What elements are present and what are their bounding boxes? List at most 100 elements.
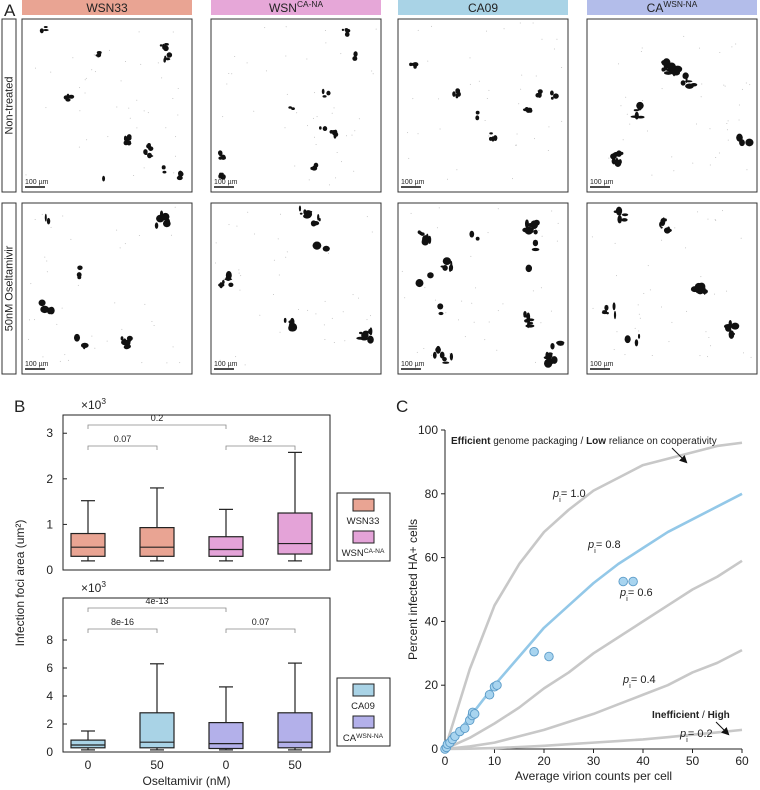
infection-focus xyxy=(531,247,540,252)
x-tick-label: 30 xyxy=(587,754,601,768)
y-axis-label: Percent infected HA+ cells xyxy=(406,519,420,660)
annotation-arrow xyxy=(671,447,688,464)
speck xyxy=(613,348,615,350)
y-tick-label: 20 xyxy=(425,678,439,692)
speck xyxy=(86,139,88,141)
legend-label: CAWSN-NA xyxy=(343,733,384,745)
speck xyxy=(591,236,593,238)
speck xyxy=(707,218,709,220)
speck xyxy=(296,112,298,114)
infection-focus xyxy=(42,305,48,312)
infection-focus xyxy=(307,210,313,213)
infection-focus xyxy=(43,29,49,32)
speck xyxy=(561,120,563,122)
speck xyxy=(136,99,138,101)
speck xyxy=(234,55,236,57)
infection-focus xyxy=(684,80,693,83)
speck xyxy=(537,90,539,92)
speck xyxy=(79,87,81,89)
infection-focus xyxy=(617,215,622,224)
speck xyxy=(41,213,43,215)
box xyxy=(277,512,313,555)
speck xyxy=(651,174,653,176)
scale-bar-label: 100 µm xyxy=(590,361,614,368)
y-tick-label: 1 xyxy=(46,517,53,531)
speck xyxy=(34,319,36,321)
speck xyxy=(28,319,30,321)
data-point xyxy=(628,576,638,587)
row-title: Non-treated xyxy=(4,76,16,134)
speck xyxy=(342,311,344,313)
speck xyxy=(738,119,740,121)
speck xyxy=(366,319,368,321)
infection-focus xyxy=(417,230,421,234)
speck xyxy=(325,42,327,44)
box xyxy=(139,527,175,557)
plot-frame xyxy=(62,414,331,571)
infection-focus xyxy=(613,210,618,213)
speck xyxy=(165,127,167,129)
speck xyxy=(340,161,342,163)
infection-focus xyxy=(528,266,532,270)
curve-label-part: i xyxy=(559,495,561,504)
infection-focus xyxy=(663,71,673,75)
speck xyxy=(620,105,622,107)
speck xyxy=(174,206,176,208)
y-tick-label: 60 xyxy=(425,551,439,565)
infection-focus xyxy=(546,357,552,362)
speck xyxy=(120,80,122,82)
infection-focus xyxy=(619,151,624,155)
speck xyxy=(91,69,93,71)
infection-focus xyxy=(557,343,564,346)
speck xyxy=(668,341,670,343)
speck xyxy=(308,179,310,181)
significance-bracket xyxy=(87,424,227,429)
infection-focus xyxy=(333,132,339,137)
speck xyxy=(354,130,356,132)
data-point xyxy=(460,723,470,734)
speck xyxy=(449,353,451,355)
curve-label-part: i xyxy=(626,594,628,603)
speck xyxy=(175,136,177,138)
speck xyxy=(726,129,728,131)
y-tick-label: 3 xyxy=(46,426,53,440)
infection-focus xyxy=(220,154,226,160)
speck xyxy=(401,270,403,272)
speck xyxy=(540,287,542,289)
speck xyxy=(445,312,447,314)
speck xyxy=(424,287,426,289)
speck xyxy=(705,331,707,333)
speck xyxy=(72,57,74,59)
speck xyxy=(434,299,436,301)
column-title: WSNCA-NA xyxy=(269,0,323,15)
infection-focus xyxy=(220,172,224,175)
speck xyxy=(128,107,130,109)
speck xyxy=(618,63,620,65)
infection-focus xyxy=(528,320,531,325)
infection-focus xyxy=(666,228,672,233)
speck xyxy=(328,184,330,186)
speck xyxy=(722,210,724,212)
infection-focus xyxy=(95,54,100,57)
infection-focus xyxy=(312,221,320,226)
micrograph xyxy=(21,202,193,375)
speck xyxy=(153,325,155,327)
infection-focus xyxy=(146,143,152,149)
speck xyxy=(336,151,338,153)
infection-focus xyxy=(154,222,159,229)
x-tick-label: 10 xyxy=(488,754,502,768)
infection-focus xyxy=(80,342,89,348)
speck xyxy=(726,290,728,292)
speck xyxy=(151,321,153,323)
panel-label: B xyxy=(14,397,25,416)
legend-label: CA09 xyxy=(351,701,375,712)
speck xyxy=(417,133,419,135)
infection-focus xyxy=(147,152,152,159)
infection-focus xyxy=(637,333,641,339)
speck xyxy=(515,144,517,146)
speck xyxy=(592,307,594,309)
infection-focus xyxy=(621,218,628,222)
infection-focus xyxy=(455,93,459,99)
speck xyxy=(56,323,58,325)
speck xyxy=(259,314,261,316)
